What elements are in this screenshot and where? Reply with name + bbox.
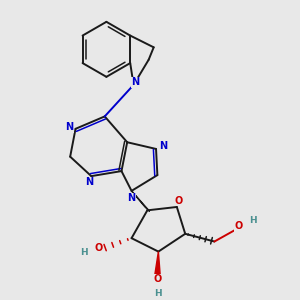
Text: H: H — [80, 248, 88, 257]
Polygon shape — [154, 252, 160, 278]
Text: N: N — [131, 77, 139, 87]
Text: N: N — [159, 141, 167, 151]
Text: N: N — [85, 177, 94, 187]
Text: O: O — [153, 274, 161, 284]
Polygon shape — [132, 191, 150, 211]
Text: O: O — [94, 243, 103, 253]
Text: H: H — [250, 216, 257, 225]
Text: O: O — [174, 196, 183, 206]
Text: O: O — [235, 221, 243, 231]
Text: N: N — [128, 193, 136, 203]
Text: N: N — [65, 122, 74, 132]
Text: H: H — [154, 289, 162, 298]
